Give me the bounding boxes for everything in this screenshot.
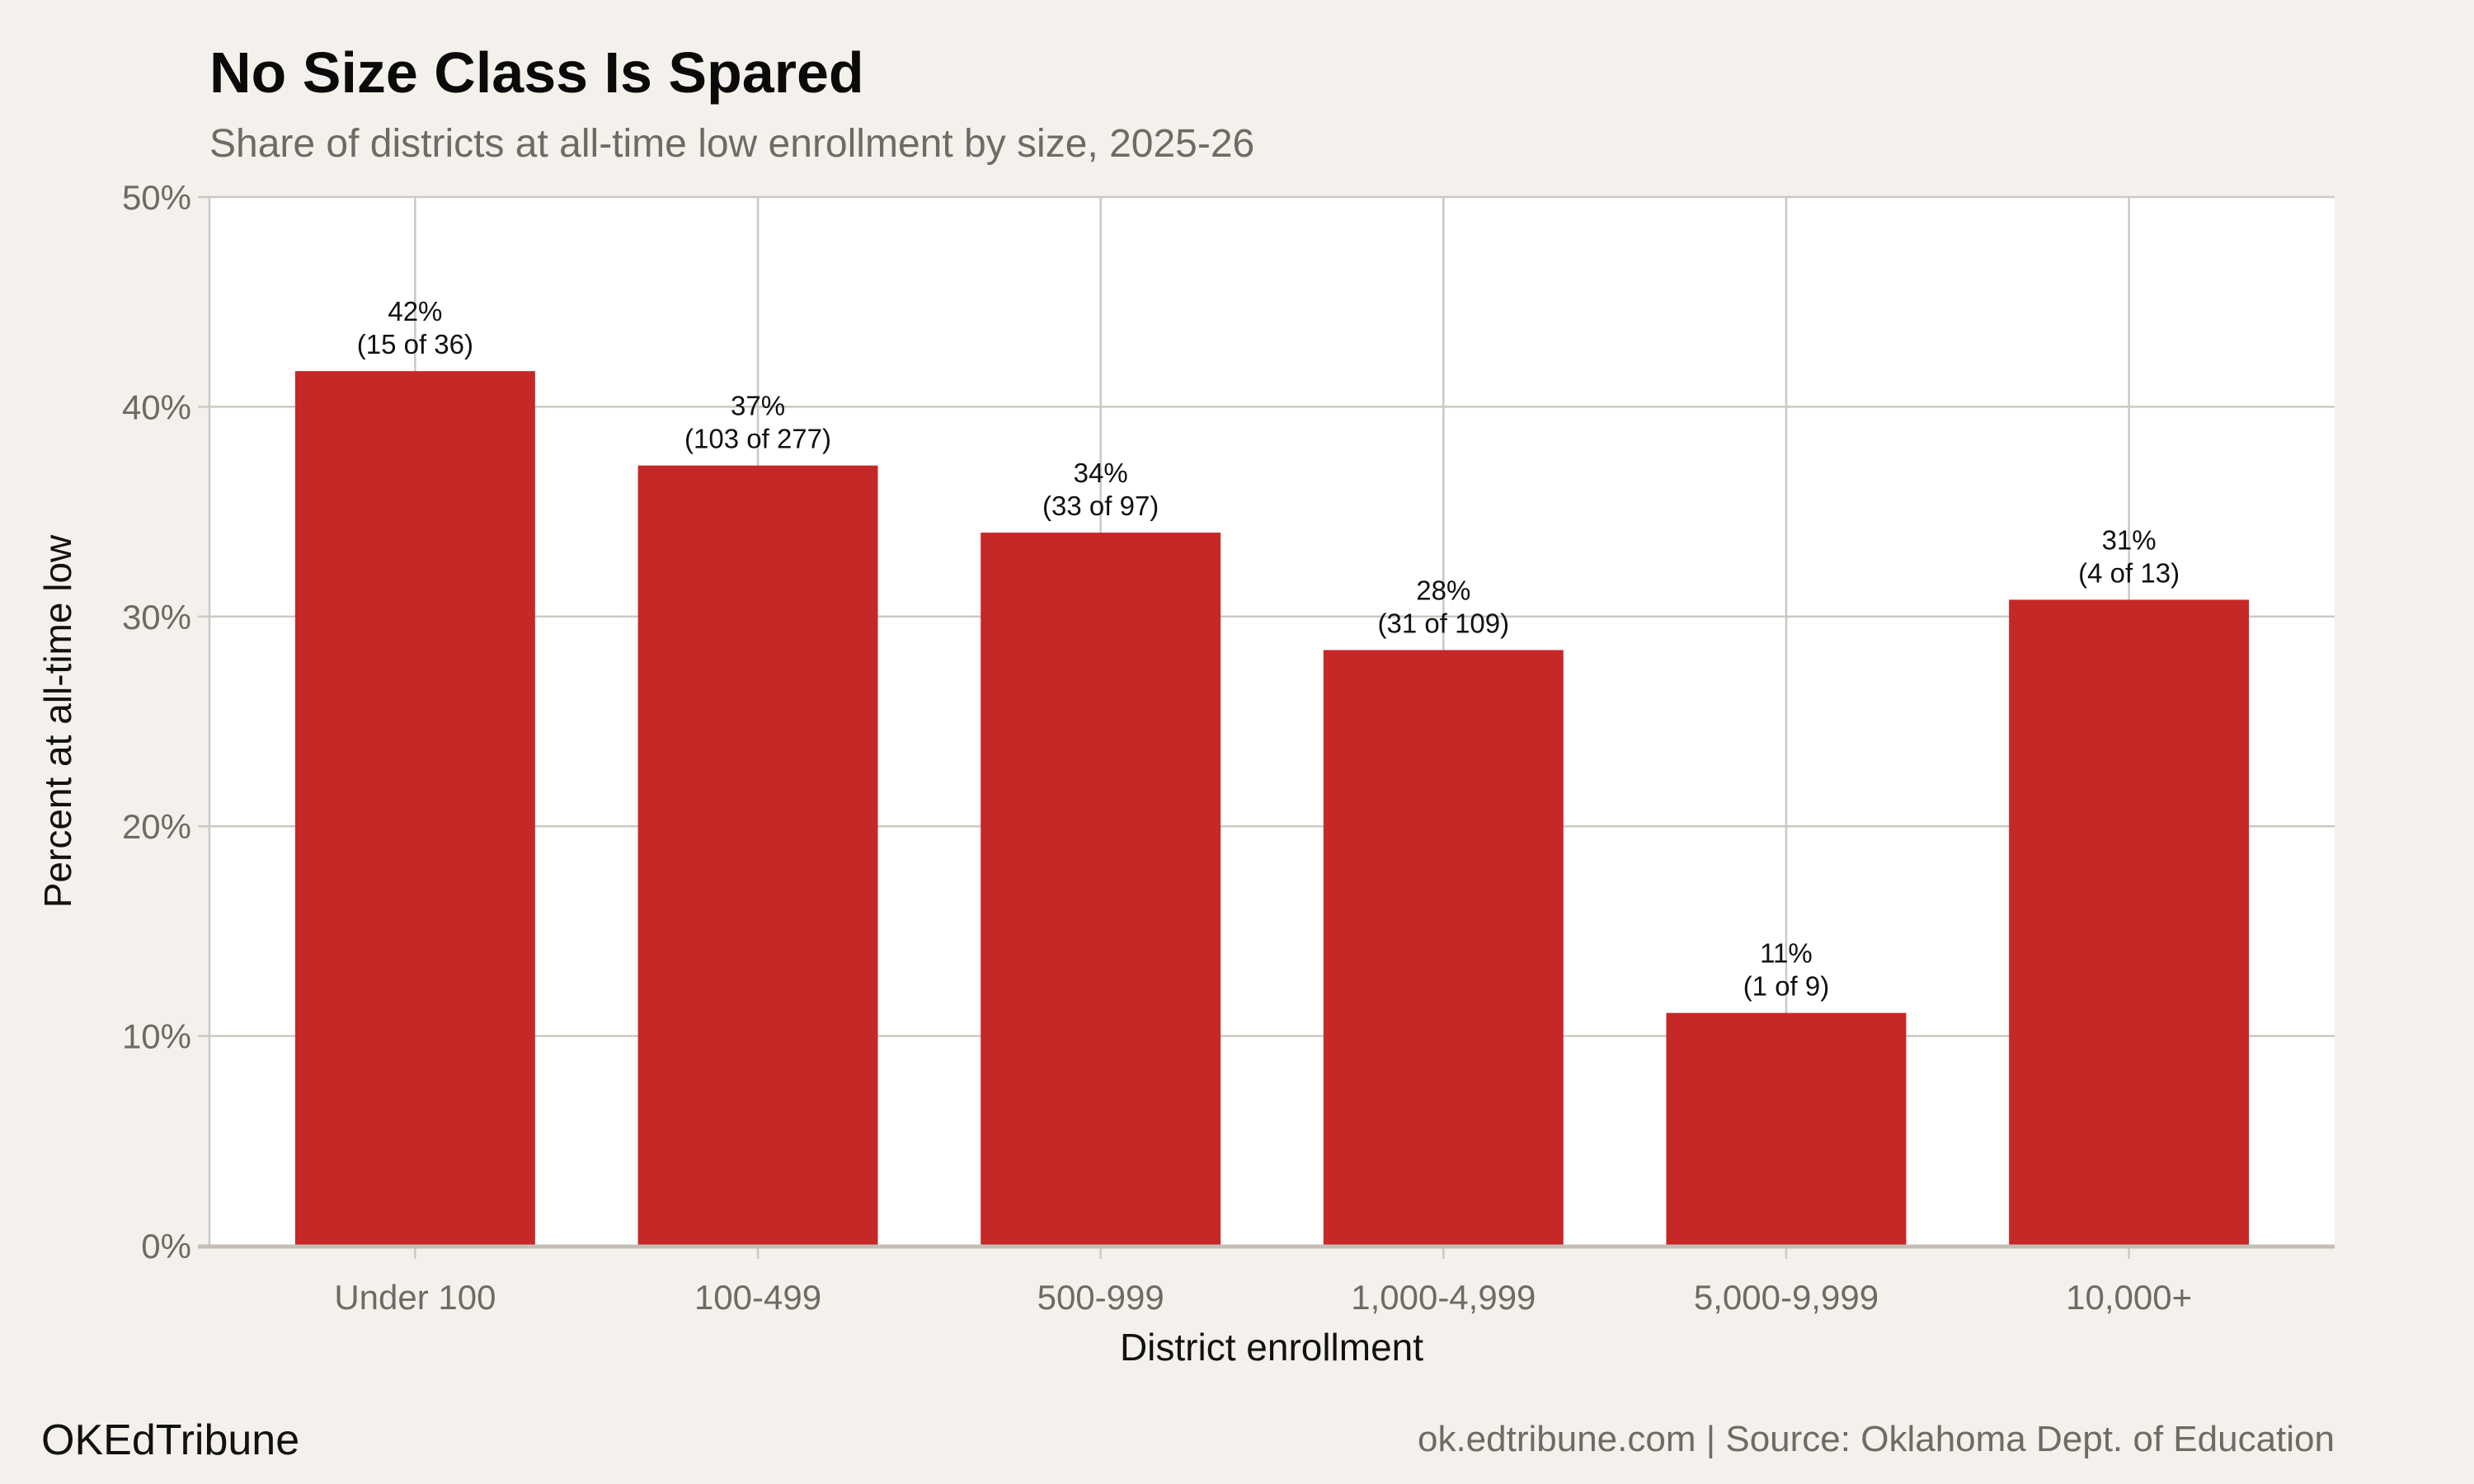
plot-panel — [209, 197, 2335, 1246]
bar — [981, 533, 1221, 1246]
data-label-percent: 31% — [2102, 524, 2157, 555]
y-tick-label: 50% — [122, 178, 191, 217]
chart-subtitle: Share of districts at all-time low enrol… — [209, 122, 1254, 166]
data-label-percent: 28% — [1416, 575, 1470, 606]
y-tick-label: 0% — [141, 1227, 191, 1266]
y-tick-label: 20% — [122, 807, 191, 846]
footer-brand: OKEdTribune — [41, 1416, 299, 1464]
y-tick-label: 40% — [122, 387, 191, 426]
x-tick-label: 1,000-4,999 — [1351, 1278, 1536, 1317]
footer-source: ok.edtribune.com | Source: Oklahoma Dept… — [1418, 1419, 2335, 1459]
plot-area: 0% 10% 20% 30% 40% 50% 42%(15 of 36) Under 100 3… — [122, 178, 2335, 1317]
data-label-count: (4 of 13) — [2078, 557, 2180, 588]
y-tick-label: 30% — [122, 598, 191, 636]
x-tick-label: 100-499 — [694, 1278, 821, 1317]
data-label-count: (15 of 36) — [357, 329, 473, 359]
bar — [294, 371, 535, 1247]
bar — [2009, 599, 2250, 1246]
data-label-percent: 42% — [388, 296, 442, 326]
data-label-count: (33 of 97) — [1042, 491, 1159, 521]
x-tick-label: 5,000-9,999 — [1694, 1278, 1879, 1317]
x-tick-label: 10,000+ — [2066, 1278, 2192, 1317]
data-label-percent: 37% — [731, 391, 785, 421]
x-tick-label: 500-999 — [1037, 1278, 1164, 1317]
data-label-count: (31 of 109) — [1378, 608, 1510, 639]
bar — [1666, 1012, 1907, 1246]
x-tick-label: Under 100 — [334, 1278, 496, 1317]
y-tick-label: 10% — [122, 1017, 191, 1056]
bar — [1323, 650, 1564, 1246]
chart-title: No Size Class Is Spared — [209, 40, 864, 105]
x-axis-title: District enrollment — [1120, 1326, 1423, 1369]
y-axis-title: Percent at all-time low — [36, 534, 79, 908]
data-label-count: (103 of 277) — [684, 424, 831, 454]
bar — [637, 465, 878, 1246]
data-label-percent: 11% — [1760, 938, 1813, 969]
data-label-percent: 34% — [1074, 458, 1128, 488]
data-label-count: (1 of 9) — [1743, 971, 1830, 1002]
